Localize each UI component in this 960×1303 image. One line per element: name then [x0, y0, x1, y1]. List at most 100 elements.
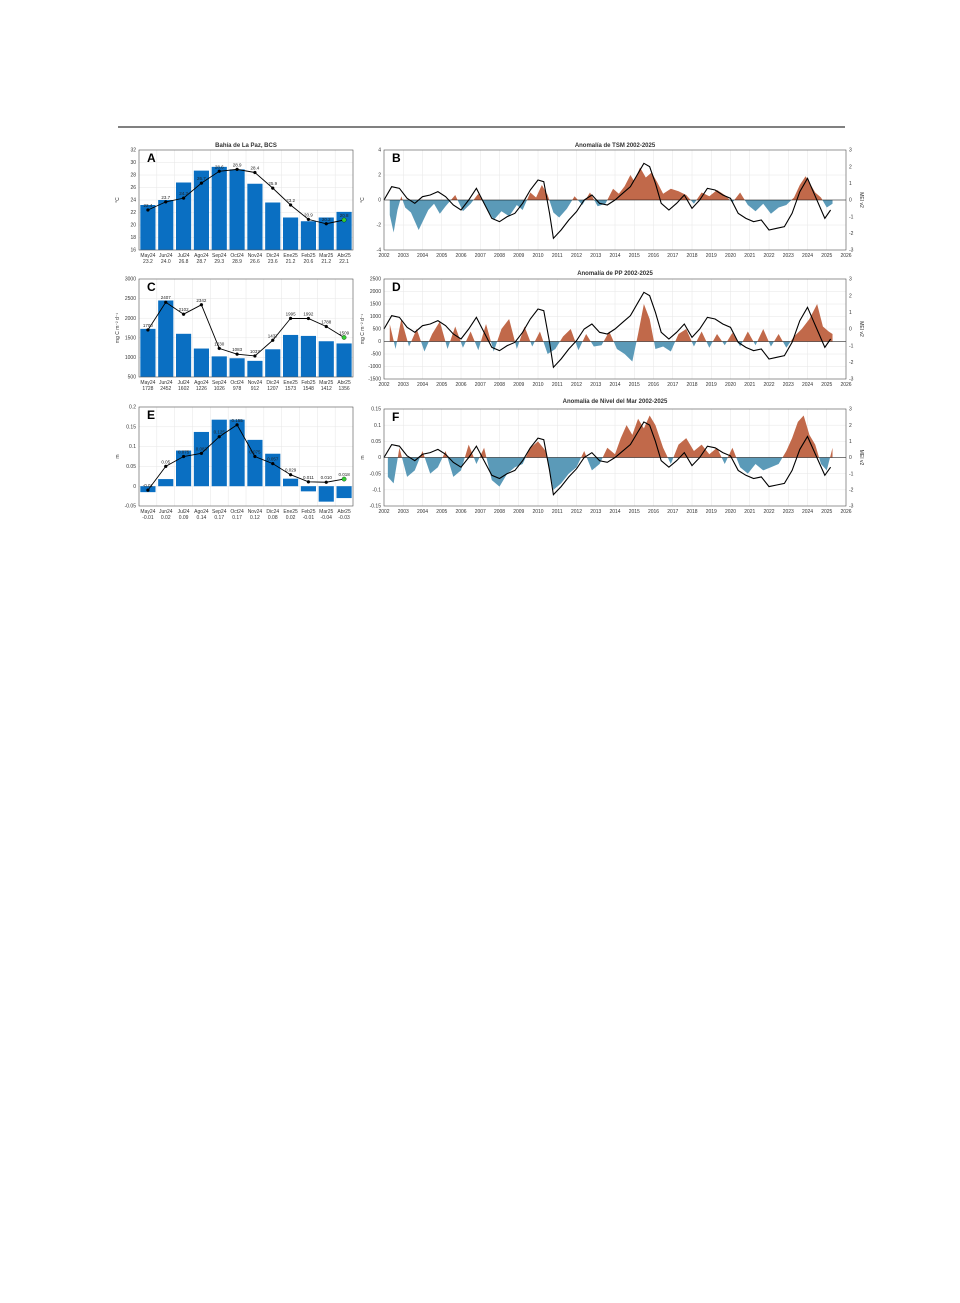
data-label: 28.9 — [233, 162, 242, 167]
y-tick-label: 26 — [130, 185, 136, 191]
x-tick-label: 2006 — [455, 382, 466, 388]
bar — [336, 486, 352, 499]
bar — [336, 343, 352, 377]
y-tick-label: 3000 — [125, 277, 136, 283]
x-tick-label: 2021 — [744, 382, 755, 388]
plot-frame — [138, 278, 354, 378]
bar — [265, 349, 281, 377]
x-tick-label: 2025 — [821, 382, 832, 388]
bar — [283, 478, 299, 487]
x-tick-label: 2016 — [648, 382, 659, 388]
x-value-label: 0.17 — [232, 515, 242, 521]
data-label: 0.011 — [303, 475, 314, 480]
bar — [300, 221, 316, 250]
y-tick-label: 0.1 — [374, 423, 381, 429]
y-axis-label: °C — [360, 197, 366, 203]
data-point — [164, 200, 168, 204]
x-tick-label: 2017 — [667, 253, 678, 259]
data-label: 1992 — [303, 312, 314, 317]
data-point — [199, 181, 204, 185]
y-right-tick-label: 0 — [849, 455, 852, 461]
data-point — [235, 352, 239, 356]
data-point — [181, 454, 186, 459]
negative-anomaly-area — [389, 341, 833, 362]
x-tick-label: 2015 — [629, 253, 640, 259]
data-point — [235, 167, 239, 172]
x-tick-label: 2002 — [378, 382, 389, 388]
y-right-tick-label: -1 — [849, 214, 854, 220]
data-label: 23.2 — [286, 198, 295, 203]
data-point — [146, 328, 150, 332]
data-point — [253, 170, 257, 175]
x-tick-label: 2005 — [436, 382, 447, 388]
plot-frame — [383, 408, 847, 507]
panel-e: -0.05 0 0.05 0.1 0.15 0.2 m -0.01 0.05 0.075 0.083… — [115, 405, 354, 521]
negative-anomaly-area — [387, 457, 833, 490]
y-tick-label: 24 — [130, 198, 136, 204]
x-tick-label: 2022 — [763, 382, 774, 388]
x-tick-label: 2005 — [436, 253, 447, 259]
y-tick-label: 500 — [373, 327, 382, 333]
x-tick-label: 2006 — [455, 253, 466, 259]
x-tick-label: 2010 — [532, 253, 543, 259]
data-point — [217, 435, 221, 439]
y-tick-label: -500 — [371, 352, 381, 358]
x-tick-label: Ago24 — [194, 509, 209, 515]
x-tick-label: 2022 — [763, 253, 774, 259]
panel-letter: A — [147, 151, 156, 165]
x-tick-label: 2002 — [378, 509, 389, 515]
x-tick-label: 2009 — [513, 382, 524, 388]
y-right-tick-label: 2 — [849, 293, 852, 299]
x-tick-label: 2020 — [725, 382, 736, 388]
x-tick-label: 2018 — [686, 509, 697, 515]
x-tick-label: Oct24 — [230, 509, 244, 515]
x-value-label: 22.1 — [339, 259, 349, 265]
y-right-tick-label: 1 — [849, 181, 852, 187]
data-label: 1083 — [232, 347, 243, 352]
x-tick-label: Mar25 — [319, 380, 333, 386]
x-tick-label: Sep24 — [212, 509, 227, 515]
x-tick-label: Nov24 — [248, 380, 263, 386]
x-tick-label: 2016 — [648, 253, 659, 259]
x-value-label: 0.02 — [286, 515, 296, 521]
x-tick-label: 2023 — [783, 253, 794, 259]
bar — [336, 211, 352, 250]
y-tick-label: 2500 — [125, 296, 136, 302]
y-right-tick-label: 2 — [849, 164, 852, 170]
bar — [283, 217, 299, 250]
bar — [300, 335, 316, 377]
y-tick-label: -0.05 — [125, 504, 137, 510]
data-label: 0.075 — [178, 450, 190, 455]
y-tick-label: 0 — [133, 484, 136, 490]
data-label: 28.6 — [215, 164, 224, 169]
x-tick-label: Jul24 — [178, 253, 190, 259]
x-tick-label: 2021 — [744, 253, 755, 259]
data-label: 0.029 — [285, 468, 297, 473]
x-tick-label: 2007 — [475, 382, 486, 388]
panel-f: -0.15 -0.1 -0.05 0 0.05 0.1 0.15 Anomalía de Ni… — [360, 399, 864, 515]
bar — [211, 356, 227, 377]
x-tick-label: 2026 — [840, 253, 851, 259]
x-value-label: 1356 — [339, 386, 350, 392]
bar — [247, 183, 263, 250]
plot-frame — [138, 406, 354, 507]
data-label: 23.7 — [161, 195, 170, 200]
x-value-label: 1728 — [142, 386, 153, 392]
y-right-tick-label: -1 — [849, 343, 854, 349]
y-tick-label: 0.1 — [129, 444, 136, 450]
data-point — [271, 338, 275, 342]
data-point — [341, 335, 347, 340]
chart-title: Anomalía de Nivel del Mar 2002-2025 — [563, 399, 668, 405]
x-value-label: 21.2 — [321, 259, 331, 265]
x-tick-label: 2017 — [667, 382, 678, 388]
positive-anomaly-area — [389, 167, 833, 200]
bar — [158, 479, 174, 487]
x-tick-label: Dic24 — [266, 380, 279, 386]
y-right-tick-label: -3 — [849, 504, 854, 510]
x-tick-label: Dic24 — [266, 509, 279, 515]
data-label: 0.155 — [231, 418, 243, 423]
data-point — [253, 454, 257, 459]
x-value-label: 23.2 — [143, 259, 153, 265]
data-point — [288, 316, 293, 321]
